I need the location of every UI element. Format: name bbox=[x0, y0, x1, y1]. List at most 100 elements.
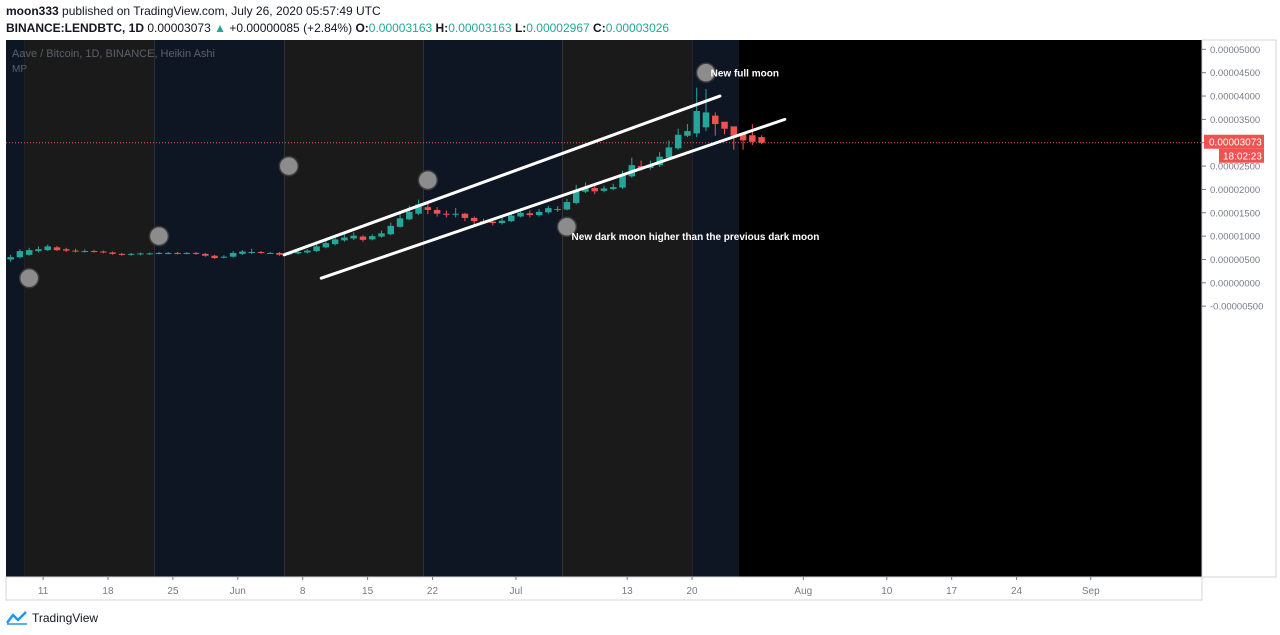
candle[interactable] bbox=[81, 249, 89, 253]
candle[interactable] bbox=[72, 248, 79, 253]
y-tick-label: 0.00001500 bbox=[1210, 208, 1260, 219]
brand-name[interactable]: TradingView bbox=[32, 611, 99, 625]
candle[interactable] bbox=[183, 251, 191, 255]
candle-body bbox=[489, 221, 496, 224]
candle[interactable] bbox=[378, 230, 385, 238]
candle[interactable] bbox=[257, 251, 265, 254]
dark-moon-marker[interactable] bbox=[18, 267, 40, 289]
candle[interactable] bbox=[63, 247, 70, 252]
candle[interactable] bbox=[90, 249, 98, 253]
candle[interactable] bbox=[359, 235, 367, 242]
candle[interactable] bbox=[127, 252, 135, 256]
candle[interactable] bbox=[350, 232, 357, 240]
candle[interactable] bbox=[443, 210, 450, 218]
candle-body bbox=[582, 187, 589, 192]
candle[interactable] bbox=[387, 222, 395, 236]
candle[interactable] bbox=[591, 184, 598, 195]
candle[interactable] bbox=[739, 133, 747, 150]
candle[interactable] bbox=[498, 217, 506, 225]
candle[interactable] bbox=[526, 210, 534, 218]
annotation-text[interactable]: New dark moon higher than the previous d… bbox=[572, 232, 820, 243]
candle[interactable] bbox=[674, 128, 682, 150]
candle[interactable] bbox=[155, 251, 163, 255]
candle[interactable] bbox=[396, 213, 404, 228]
candle-body bbox=[155, 252, 163, 254]
candle-body bbox=[53, 247, 61, 251]
candle[interactable] bbox=[7, 254, 14, 262]
candle[interactable] bbox=[174, 251, 181, 255]
candle[interactable] bbox=[276, 251, 283, 256]
candle[interactable] bbox=[313, 243, 320, 252]
full-moon-marker[interactable] bbox=[417, 169, 439, 191]
candle-body bbox=[276, 252, 283, 255]
candle-body bbox=[702, 112, 710, 128]
candle[interactable] bbox=[572, 184, 580, 205]
candle[interactable] bbox=[266, 251, 274, 254]
candle-body bbox=[257, 251, 265, 253]
trend-line[interactable] bbox=[282, 94, 722, 257]
full-moon-marker[interactable] bbox=[148, 225, 170, 247]
background-band bbox=[284, 40, 424, 577]
candle[interactable] bbox=[452, 208, 459, 218]
candle-body bbox=[572, 190, 580, 203]
candle[interactable] bbox=[137, 252, 144, 256]
full-moon-marker[interactable] bbox=[695, 62, 717, 83]
candle[interactable] bbox=[109, 251, 116, 255]
close-label: C: bbox=[593, 21, 606, 35]
candle[interactable] bbox=[758, 135, 765, 145]
candle[interactable] bbox=[693, 87, 700, 138]
candle[interactable] bbox=[702, 89, 710, 132]
candle[interactable] bbox=[749, 124, 756, 146]
candle[interactable] bbox=[684, 124, 691, 138]
candle[interactable] bbox=[239, 250, 246, 255]
author-name[interactable]: moon333 bbox=[6, 4, 59, 18]
candle[interactable] bbox=[35, 246, 42, 253]
candle[interactable] bbox=[665, 140, 673, 160]
candle-body bbox=[452, 213, 459, 215]
candle[interactable] bbox=[44, 244, 51, 252]
dark-moon-marker[interactable] bbox=[278, 155, 300, 177]
candle[interactable] bbox=[294, 251, 302, 255]
candle[interactable] bbox=[545, 205, 552, 214]
y-axis-panel[interactable] bbox=[1201, 39, 1277, 578]
candle[interactable] bbox=[118, 252, 126, 256]
candle[interactable] bbox=[211, 254, 218, 260]
candle[interactable] bbox=[470, 216, 478, 225]
candle[interactable] bbox=[25, 247, 33, 256]
candle[interactable] bbox=[535, 209, 543, 217]
candle[interactable] bbox=[489, 220, 496, 226]
candle[interactable] bbox=[16, 249, 24, 259]
candle[interactable] bbox=[721, 121, 728, 135]
candle[interactable] bbox=[146, 252, 153, 255]
candle[interactable] bbox=[554, 206, 561, 212]
candle[interactable] bbox=[341, 234, 348, 242]
candle[interactable] bbox=[600, 185, 608, 193]
candle[interactable] bbox=[220, 255, 228, 259]
candle[interactable] bbox=[248, 248, 255, 254]
candle[interactable] bbox=[53, 245, 61, 252]
candle[interactable] bbox=[461, 212, 469, 222]
candle[interactable] bbox=[610, 183, 617, 191]
candle-body bbox=[396, 218, 404, 227]
candle[interactable] bbox=[165, 251, 172, 255]
trend-line[interactable] bbox=[319, 117, 787, 280]
candle[interactable] bbox=[100, 250, 107, 254]
candle[interactable] bbox=[229, 251, 237, 258]
dark-moon-marker[interactable] bbox=[556, 216, 578, 238]
y-tick-label: 0.00001000 bbox=[1210, 232, 1260, 243]
candle-body bbox=[266, 252, 274, 254]
candle[interactable] bbox=[424, 203, 432, 215]
candle[interactable] bbox=[563, 198, 571, 211]
background-band bbox=[154, 40, 285, 577]
candle[interactable] bbox=[304, 249, 311, 254]
candle-body bbox=[63, 249, 70, 251]
candle[interactable] bbox=[192, 251, 200, 255]
candle[interactable] bbox=[730, 126, 738, 150]
candle[interactable] bbox=[712, 112, 719, 136]
x-axis-panel[interactable] bbox=[5, 576, 1203, 601]
candle[interactable] bbox=[433, 207, 441, 217]
candle[interactable] bbox=[368, 234, 376, 241]
annotation-text[interactable]: New full moon bbox=[711, 69, 779, 80]
candle[interactable] bbox=[202, 252, 209, 257]
